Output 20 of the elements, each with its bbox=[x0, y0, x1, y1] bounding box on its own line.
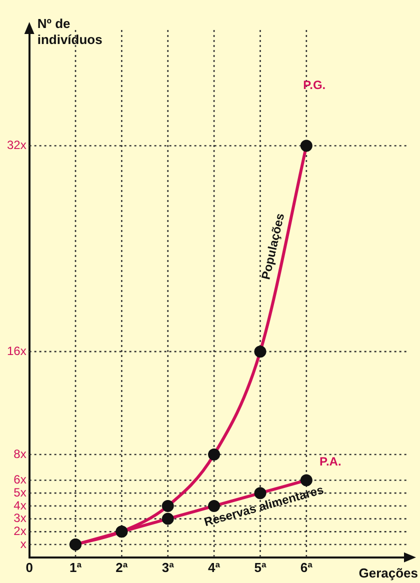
y-tick-label: 3x bbox=[14, 511, 26, 526]
annotation: P.G. bbox=[303, 78, 326, 92]
x-tick-label: 4ª bbox=[208, 560, 220, 575]
y-tick-label: 5x bbox=[14, 485, 26, 500]
y-tick-label: 16x bbox=[6, 344, 26, 358]
y-tick-label: 4x bbox=[14, 498, 26, 512]
y-tick-label: 32x bbox=[6, 138, 26, 152]
annotation: P.A. bbox=[320, 454, 342, 469]
y-tick-label: x bbox=[20, 536, 26, 551]
x-tick-label: 6ª bbox=[300, 560, 313, 575]
x-tick-label: 3ª bbox=[162, 560, 174, 575]
y-tick-label: 8x bbox=[14, 446, 26, 461]
x-axis-title: Gerações bbox=[358, 565, 418, 580]
y-tick-label: 2x bbox=[14, 524, 26, 538]
x-tick-label: 5ª bbox=[254, 560, 266, 575]
y-tick-label: 6x bbox=[14, 472, 26, 487]
x-tick-label: 2ª bbox=[116, 560, 128, 575]
x-tick-label: 1ª bbox=[70, 560, 82, 575]
y-axis-title: Nº de indivíduos bbox=[37, 16, 102, 48]
x-tick-label: 0 bbox=[26, 560, 33, 575]
